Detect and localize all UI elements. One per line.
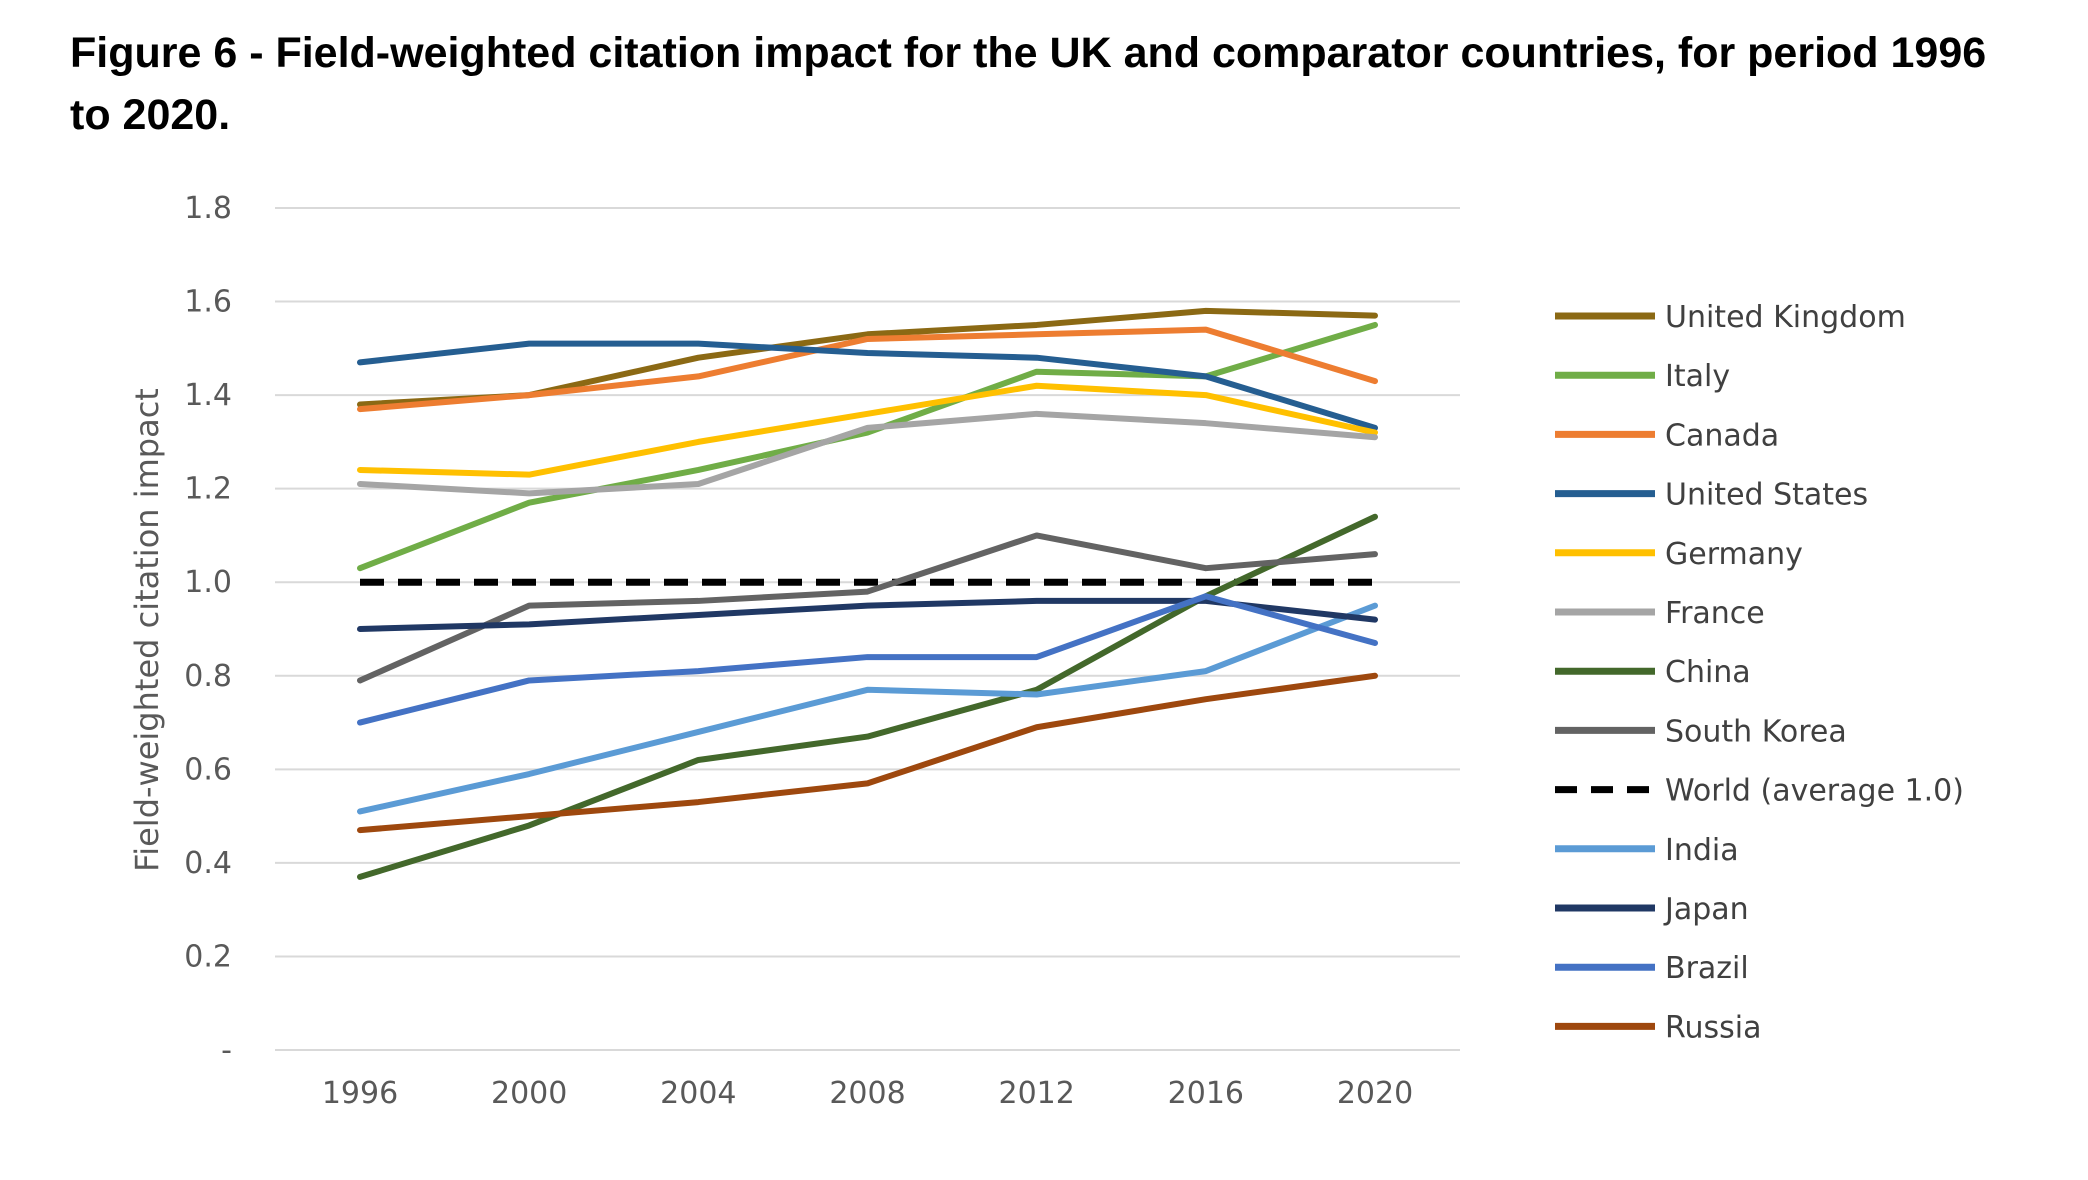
legend-item: Canada bbox=[1555, 418, 1779, 453]
legend-item: World (average 1.0) bbox=[1555, 774, 1964, 809]
y-tick-label: 1.0 bbox=[184, 565, 232, 600]
y-tick-label: 0.2 bbox=[184, 939, 232, 974]
legend-item: Italy bbox=[1555, 359, 1730, 394]
legend-label: Germany bbox=[1665, 537, 1803, 572]
legend-item: Russia bbox=[1555, 1010, 1762, 1045]
series-line-japan bbox=[357, 597, 1378, 632]
x-tick-label: 2008 bbox=[829, 1076, 905, 1111]
legend-label: South Korea bbox=[1665, 714, 1847, 749]
legend-item: Brazil bbox=[1555, 951, 1749, 986]
series-line-south-korea bbox=[357, 532, 1378, 684]
x-tick-label: 1996 bbox=[322, 1076, 398, 1111]
y-tick-label: 0.4 bbox=[184, 846, 232, 881]
y-tick-label: - bbox=[221, 1033, 232, 1068]
legend-label: United States bbox=[1665, 478, 1868, 513]
y-axis-label: Field-weighted citation impact bbox=[128, 388, 166, 872]
series-line-italy bbox=[357, 321, 1378, 572]
legend-label: India bbox=[1665, 833, 1739, 868]
y-tick-label: 1.4 bbox=[184, 378, 232, 413]
legend-item: United States bbox=[1555, 478, 1868, 513]
legend-label: Italy bbox=[1665, 359, 1730, 394]
x-tick-label: 2020 bbox=[1337, 1076, 1413, 1111]
legend: United Kingdom Italy Canada United States Ge… bbox=[1555, 300, 1964, 1045]
legend-item: Japan bbox=[1555, 892, 1749, 927]
legend-item: Germany bbox=[1555, 537, 1803, 572]
x-tick-label: 2012 bbox=[998, 1076, 1074, 1111]
series-line-france bbox=[357, 410, 1378, 497]
y-tick-label: 1.6 bbox=[184, 285, 232, 320]
x-tick-label: 2004 bbox=[660, 1076, 736, 1111]
legend-label: Russia bbox=[1665, 1010, 1762, 1045]
series-line-brazil bbox=[357, 593, 1378, 726]
legend-label: World (average 1.0) bbox=[1665, 774, 1964, 809]
series-line-russia bbox=[357, 672, 1378, 834]
series-line-germany bbox=[357, 382, 1378, 478]
legend-item: France bbox=[1555, 596, 1765, 631]
series-line-canada bbox=[357, 326, 1378, 413]
y-axis-ticks: - 0.2 0.4 0.6 0.8 1.0 1.2 1.4 1.6 1.8 bbox=[184, 191, 232, 1068]
x-axis-ticks: 1996 2000 2004 2008 2012 2016 2020 bbox=[322, 1076, 1413, 1111]
x-tick-label: 2000 bbox=[491, 1076, 567, 1111]
legend-label: Brazil bbox=[1665, 951, 1749, 986]
figure-title: Figure 6 - Field-weighted citation impac… bbox=[70, 29, 1987, 139]
series-lines bbox=[357, 307, 1378, 880]
legend-label: Canada bbox=[1665, 418, 1779, 453]
legend-label: China bbox=[1665, 655, 1751, 690]
x-tick-label: 2016 bbox=[1168, 1076, 1244, 1111]
legend-label: United Kingdom bbox=[1665, 300, 1906, 335]
legend-item: South Korea bbox=[1555, 714, 1847, 749]
series-line-united-kingdom bbox=[357, 307, 1378, 408]
y-tick-label: 1.2 bbox=[184, 472, 232, 507]
y-tick-label: 0.8 bbox=[184, 659, 232, 694]
legend-item: United Kingdom bbox=[1555, 300, 1906, 335]
y-tick-label: 0.6 bbox=[184, 752, 232, 787]
legend-item: India bbox=[1555, 833, 1739, 868]
series-line-india bbox=[357, 602, 1378, 815]
y-tick-label: 1.8 bbox=[184, 191, 232, 226]
series-line-united-states bbox=[357, 340, 1378, 431]
legend-label: Japan bbox=[1663, 892, 1749, 927]
legend-item: China bbox=[1555, 655, 1751, 690]
legend-label: France bbox=[1665, 596, 1765, 631]
